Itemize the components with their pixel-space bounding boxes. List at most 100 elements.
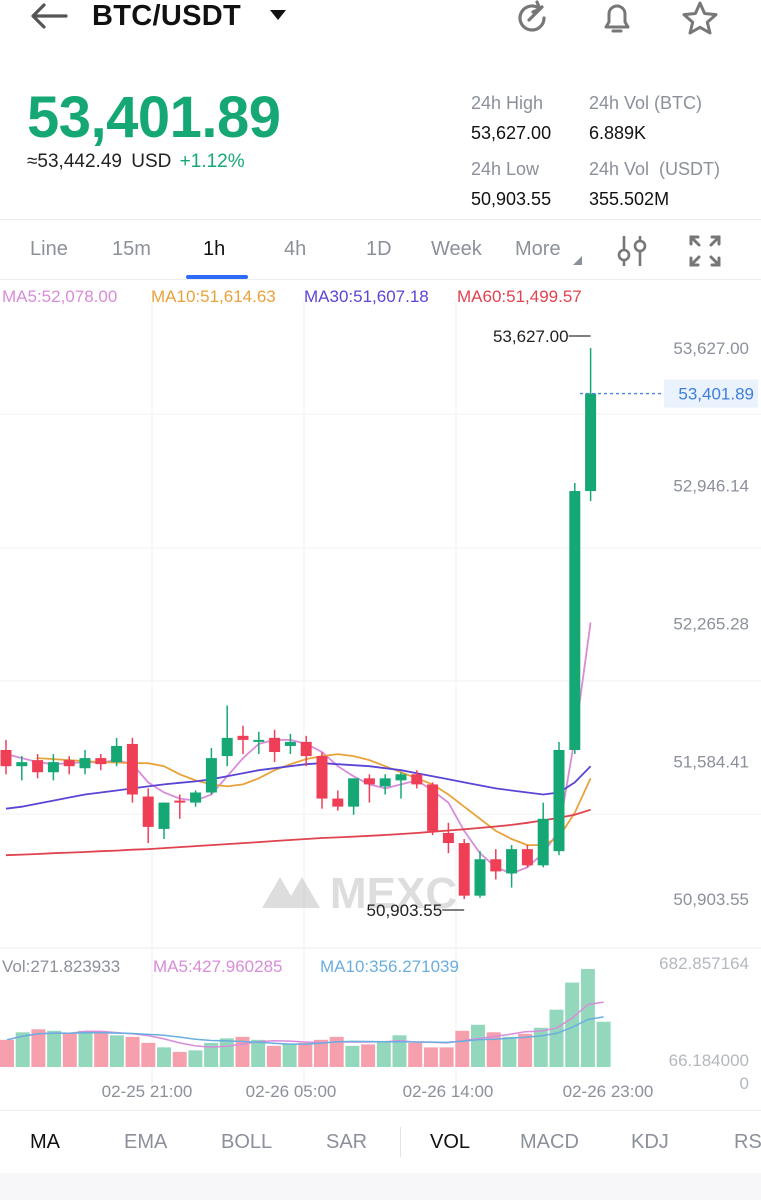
share-refresh-icon[interactable] [514, 0, 552, 36]
ma10-line [37, 753, 592, 846]
volume-y-label: 66.184000 [669, 1051, 749, 1070]
divider [0, 1110, 761, 1111]
candle [95, 754, 107, 771]
volume-bar [345, 1045, 360, 1067]
trading-pair-title[interactable]: BTC/USDT [92, 0, 241, 32]
candle [63, 756, 75, 775]
usd-equivalent-value: ≈53,442.49 [27, 151, 122, 172]
volume-legend: Vol:271.823933 [2, 957, 121, 976]
candle-body [190, 792, 202, 803]
volume-bar [423, 1047, 438, 1067]
candle-body [79, 758, 91, 769]
volume-bar [172, 1051, 187, 1067]
volume-bar [0, 1039, 14, 1067]
volume-bar [15, 1032, 30, 1067]
candle-body [553, 750, 565, 852]
candle-body [174, 800, 186, 803]
stat-24h-vol-usdt-label: 24h Vol (USDT) [589, 159, 721, 179]
x-axis-label: 02-26 23:00 [563, 1082, 654, 1101]
pair-dropdown-caret-icon[interactable] [268, 6, 288, 22]
ma60-legend: MA60:51,499.57 [457, 287, 582, 306]
divider [400, 1127, 401, 1157]
divider [0, 219, 761, 220]
candle [32, 754, 44, 779]
candle [284, 733, 296, 755]
candle [300, 735, 312, 767]
indicator-settings-icon[interactable] [614, 233, 652, 269]
volume-bar [455, 1030, 470, 1067]
volume-ma5-legend: MA5:427.960285 [153, 957, 283, 976]
volume-bar [188, 1050, 203, 1067]
tab-4h[interactable]: 4h [284, 238, 307, 260]
candle [158, 802, 170, 840]
tab-more[interactable]: More [515, 238, 561, 260]
candle [174, 794, 186, 819]
volume-bar [549, 1009, 564, 1067]
candlestick-chart[interactable]: MEXC 53,627.00 52,946.14 52,265.28 51,584.4… [0, 300, 761, 1110]
x-axis-label: 02-26 05:00 [246, 1082, 337, 1101]
tab-week[interactable]: Week [431, 238, 482, 260]
candle-body [111, 745, 123, 763]
favorite-star-icon[interactable] [680, 0, 718, 36]
y-axis-label: 51,584.41 [673, 752, 749, 771]
low-marker-label: 50,903.55 [367, 901, 443, 920]
candle [427, 782, 439, 835]
indicator-tab-ema[interactable]: EMA [124, 1131, 168, 1153]
ma10-legend: MA10:51,614.63 [151, 287, 276, 306]
candle-body [284, 741, 296, 746]
indicator-tab-rsi[interactable]: RSI [734, 1131, 761, 1153]
candle [348, 778, 360, 815]
ma5-legend: MA5:52,078.00 [2, 287, 118, 306]
bell-alert-icon[interactable] [598, 0, 636, 36]
fullscreen-icon[interactable] [686, 233, 724, 269]
volume-bar [565, 982, 580, 1067]
volume-bar [78, 1030, 93, 1067]
volume-bar [533, 1027, 548, 1067]
more-caret-icon[interactable] [571, 253, 583, 265]
price-change-percent: +1.12% [179, 151, 245, 172]
indicator-tab-macd[interactable]: MACD [520, 1131, 579, 1153]
volume-ma10-legend: MA10:356.271039 [320, 957, 459, 976]
candle [221, 705, 233, 767]
candle-body [316, 756, 328, 799]
candle-body [205, 758, 217, 793]
tab-1h[interactable]: 1h [203, 238, 226, 260]
volume-ma10-line [6, 1016, 604, 1045]
ma30-line [5, 762, 592, 810]
volume-bar [266, 1045, 281, 1067]
volume-bar [361, 1044, 376, 1067]
candle [506, 845, 518, 888]
volume-ma5-line [6, 1001, 604, 1048]
candle [237, 725, 249, 755]
indicator-tab-boll[interactable]: BOLL [221, 1131, 273, 1153]
candle-body [348, 778, 360, 807]
tab-1d[interactable]: 1D [366, 238, 392, 260]
last-price-label: 53,401.89 [678, 385, 754, 404]
candle-body [95, 758, 107, 765]
y-axis-label: 52,946.14 [673, 477, 749, 496]
tab-15m[interactable]: 15m [112, 238, 151, 260]
tab-line[interactable]: Line [30, 238, 68, 260]
indicator-tab-kdj[interactable]: KDJ [631, 1131, 669, 1153]
candle [442, 822, 454, 854]
candle [363, 774, 375, 803]
candle [16, 756, 28, 781]
active-tab-indicator [186, 275, 248, 279]
indicator-tab-sar[interactable]: SAR [326, 1131, 368, 1153]
volume-bar [314, 1039, 328, 1067]
stat-24h-high-label: 24h High [471, 93, 544, 113]
candle [142, 788, 154, 844]
candle-body [300, 741, 312, 757]
bottom-safe-area [0, 1173, 761, 1200]
candle [205, 747, 217, 795]
volume-bar [251, 1039, 266, 1067]
candle [126, 737, 138, 803]
candle-body [442, 832, 454, 844]
back-arrow-icon[interactable] [28, 0, 68, 32]
candle-body [585, 393, 597, 492]
indicator-tab-ma[interactable]: MA [30, 1131, 60, 1153]
stat-24h-high-value: 53,627.00 [471, 123, 552, 143]
indicator-tab-vol[interactable]: VOL [430, 1131, 471, 1153]
volume-bar [486, 1032, 501, 1067]
stat-24h-low-value: 50,903.55 [471, 189, 552, 209]
